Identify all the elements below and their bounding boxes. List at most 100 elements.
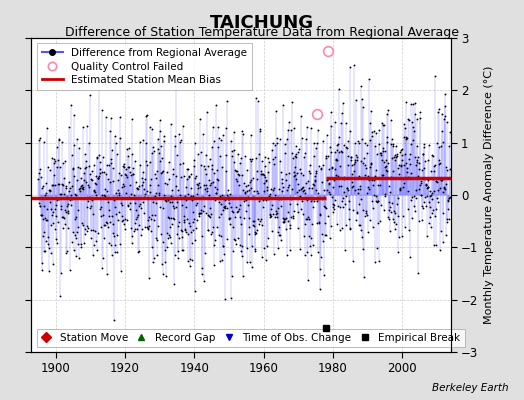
Point bbox=[77, 244, 85, 250]
Point bbox=[265, 193, 273, 200]
Point bbox=[274, 229, 282, 236]
Point bbox=[332, 156, 340, 162]
Point bbox=[205, 182, 214, 188]
Point bbox=[404, 116, 412, 122]
Point bbox=[356, 186, 365, 192]
Point bbox=[193, 150, 202, 157]
Point bbox=[317, 166, 325, 172]
Point bbox=[244, 181, 253, 188]
Point bbox=[345, 198, 353, 204]
Point bbox=[255, 198, 263, 204]
Point bbox=[209, 224, 217, 230]
Point bbox=[108, 221, 117, 228]
Point bbox=[433, 179, 442, 185]
Point bbox=[133, 185, 141, 192]
Point bbox=[445, 166, 454, 173]
Point bbox=[366, 164, 375, 170]
Point bbox=[170, 281, 179, 288]
Point bbox=[166, 224, 174, 231]
Point bbox=[305, 185, 313, 192]
Point bbox=[192, 202, 201, 208]
Point bbox=[121, 226, 129, 232]
Point bbox=[105, 207, 113, 214]
Point bbox=[334, 173, 343, 180]
Point bbox=[341, 200, 350, 207]
Point bbox=[246, 177, 255, 183]
Point bbox=[427, 223, 435, 230]
Point bbox=[270, 154, 279, 161]
Point bbox=[288, 150, 297, 156]
Point bbox=[422, 203, 430, 209]
Point bbox=[324, 181, 333, 188]
Point bbox=[299, 211, 308, 218]
Point bbox=[101, 193, 110, 199]
Point bbox=[171, 143, 179, 149]
Point bbox=[147, 176, 156, 182]
Point bbox=[361, 162, 369, 168]
Point bbox=[420, 176, 429, 182]
Point bbox=[322, 153, 331, 159]
Point bbox=[200, 203, 208, 209]
Point bbox=[192, 173, 200, 179]
Point bbox=[136, 139, 144, 145]
Point bbox=[443, 218, 451, 225]
Point bbox=[256, 126, 265, 132]
Point bbox=[393, 201, 401, 207]
Point bbox=[187, 185, 195, 191]
Point bbox=[56, 164, 64, 170]
Point bbox=[314, 196, 322, 202]
Point bbox=[296, 166, 304, 173]
Point bbox=[322, 232, 330, 239]
Point bbox=[314, 248, 322, 255]
Point bbox=[150, 217, 158, 224]
Point bbox=[252, 230, 260, 236]
Point bbox=[53, 143, 61, 150]
Point bbox=[187, 228, 195, 235]
Point bbox=[346, 226, 354, 232]
Point bbox=[79, 124, 88, 130]
Point bbox=[132, 179, 140, 185]
Point bbox=[166, 198, 174, 205]
Point bbox=[156, 158, 165, 164]
Point bbox=[425, 220, 433, 226]
Point bbox=[326, 122, 335, 129]
Point bbox=[406, 161, 414, 167]
Point bbox=[375, 141, 383, 147]
Point bbox=[177, 137, 185, 144]
Point bbox=[369, 205, 377, 211]
Point bbox=[331, 196, 340, 203]
Point bbox=[236, 214, 245, 220]
Point bbox=[367, 176, 376, 183]
Point bbox=[411, 153, 419, 160]
Point bbox=[325, 144, 334, 150]
Point bbox=[134, 186, 142, 192]
Point bbox=[209, 179, 217, 185]
Point bbox=[401, 160, 410, 166]
Point bbox=[364, 229, 373, 236]
Point bbox=[398, 152, 407, 158]
Point bbox=[381, 163, 389, 170]
Point bbox=[228, 272, 236, 279]
Point bbox=[238, 172, 246, 178]
Point bbox=[346, 224, 355, 231]
Point bbox=[71, 191, 80, 197]
Point bbox=[149, 199, 158, 205]
Point bbox=[136, 195, 145, 202]
Point bbox=[256, 218, 264, 224]
Point bbox=[293, 201, 301, 207]
Point bbox=[162, 244, 171, 250]
Point bbox=[58, 181, 66, 187]
Point bbox=[89, 226, 97, 233]
Point bbox=[419, 205, 428, 211]
Point bbox=[41, 248, 49, 254]
Point bbox=[220, 251, 228, 258]
Point bbox=[239, 130, 247, 137]
Point bbox=[216, 258, 224, 264]
Point bbox=[243, 245, 251, 252]
Point bbox=[201, 151, 210, 158]
Point bbox=[45, 240, 53, 247]
Point bbox=[266, 211, 275, 217]
Point bbox=[179, 173, 188, 180]
Point bbox=[227, 148, 236, 154]
Point bbox=[389, 216, 397, 222]
